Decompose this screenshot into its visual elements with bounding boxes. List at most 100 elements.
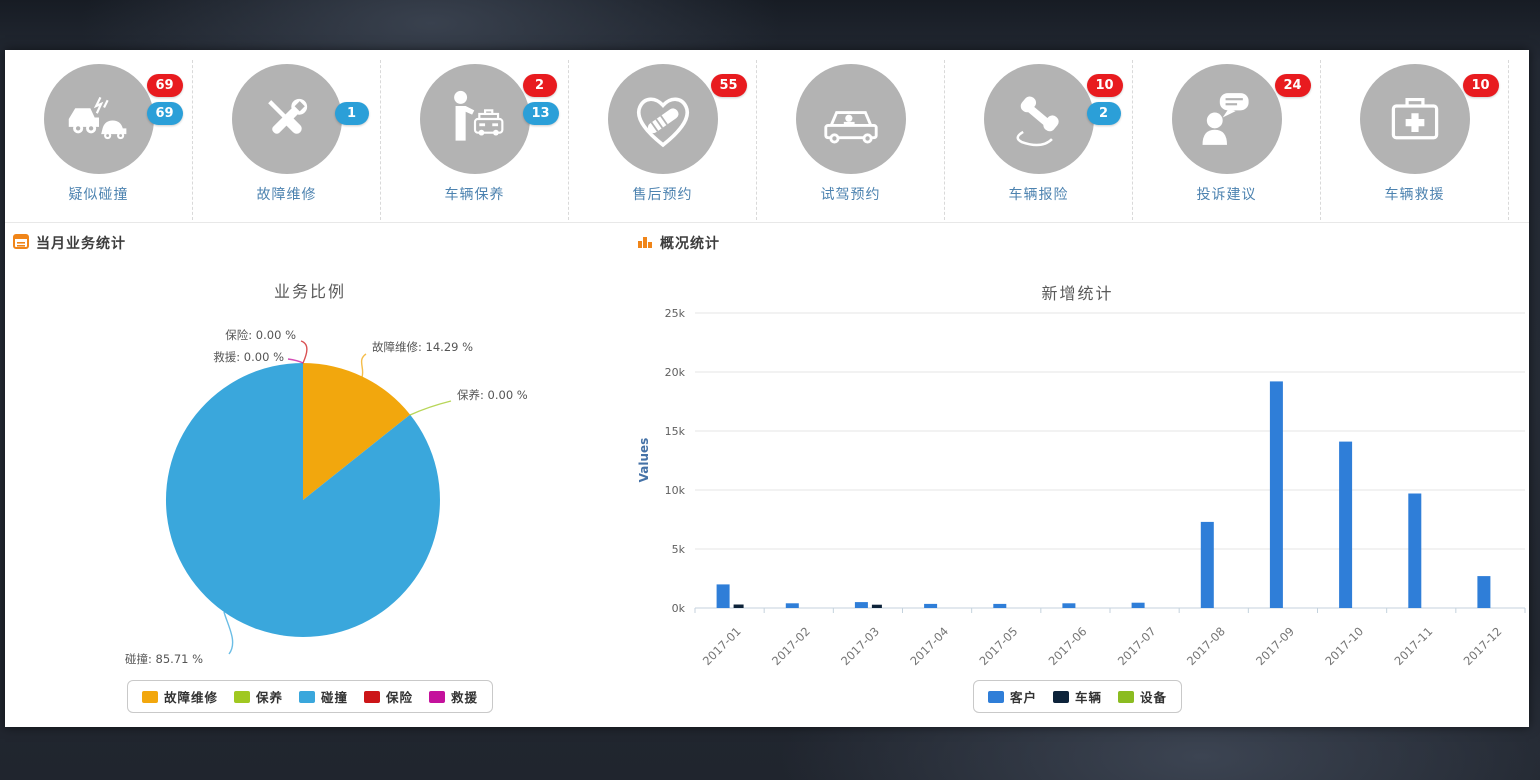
pie-data-label-故障维修: 故障维修: 14.29 % [372,340,473,354]
bar-客户-2017-11[interactable] [1408,493,1422,609]
legend-swatch [298,690,315,703]
shortcut-testdrive-appointment[interactable]: 试驾预约 [757,60,945,220]
shortcut-suspected-collision[interactable]: 69 69 疑似碰撞 [5,60,193,220]
aftersales-appointment-badge-red: 55 [710,74,747,97]
legend-item-故障维修[interactable]: 故障维修 [141,687,218,706]
shortcut-label: 疑似碰撞 [68,187,129,203]
legend-item-保险[interactable]: 保险 [364,687,413,706]
bar-客户-2017-02[interactable] [785,603,799,608]
shortcut-vehicle-insurance-report[interactable]: 10 2 车辆报险 [945,60,1133,220]
legend-label: 设备 [1140,690,1168,705]
suspected-collision-badge-red: 69 [146,74,183,97]
legend-label: 救援 [451,690,479,705]
bar-客户-2017-09[interactable] [1269,381,1283,608]
pie-data-label-保险: 保险: 0.00 % [225,328,296,342]
x-tick-label: 2017-07 [1115,624,1159,668]
legend-items: 客户 车辆 设备 [972,680,1183,713]
section-title: 当月业务统计 [36,236,126,252]
suspected-collision-badge-blue: 69 [146,102,183,125]
x-tick-label: 2017-10 [1322,624,1366,668]
x-tick-label: 2017-02 [769,624,813,668]
x-tick-label: 2017-08 [1184,624,1228,668]
legend-item-救援[interactable]: 救援 [429,687,478,706]
x-tick-label: 2017-12 [1461,624,1505,668]
pie-slice-碰撞[interactable] [165,362,440,637]
y-tick-label: 10k [665,484,686,497]
shortcut-label: 故障维修 [256,187,317,203]
legend-swatch [364,690,380,703]
legend-label: 保养 [255,690,283,705]
pie-chart-legend: 故障维修 保养 碰撞 保险 救援 [5,680,615,713]
vehicle-maintenance-badge-blue: 13 [522,102,559,125]
legend-swatch [429,690,446,703]
shortcut-complaints-suggestions[interactable]: 24 投诉建议 [1133,60,1321,220]
legend-item-车辆[interactable]: 车辆 [1052,687,1102,706]
shortcut-fault-repair[interactable]: 1 故障维修 [193,60,381,220]
shortcut-label: 车辆保养 [444,187,505,203]
bar-车辆-2017-01[interactable] [733,604,744,609]
calendar-icon [13,233,29,253]
x-tick-label: 2017-11 [1391,624,1435,668]
shortcut-aftersales-appointment[interactable]: 55 售后预约 [569,60,757,220]
y-tick-label: 5k [672,543,686,556]
legend-item-碰撞[interactable]: 碰撞 [298,687,348,706]
legend-label: 故障维修 [163,690,218,705]
pie-data-label-保养: 保养: 0.00 % [457,388,528,402]
y-tick-label: 25k [665,307,686,320]
legend-label: 车辆 [1074,690,1102,705]
shortcut-icon-row: 69 69 疑似碰撞 1 故障维修 2 13 车辆保养 55 售后预约 试驾预约 1… [5,60,1509,220]
pie-data-label-救援: 救援: 0.00 % [213,350,284,364]
legend-item-设备[interactable]: 设备 [1118,687,1167,706]
legend-label: 客户 [1009,690,1037,705]
shortcut-vehicle-rescue[interactable]: 10 车辆救援 [1321,60,1509,220]
vehicle-rescue-badge-red: 10 [1462,74,1499,97]
bar-客户-2017-10[interactable] [1339,441,1353,608]
bar-chart-icon [637,233,653,253]
person-speech-bubble-icon [1171,64,1282,174]
legend-label: 保险 [386,690,414,705]
y-axis-title: Values [637,438,651,483]
shortcut-label: 投诉建议 [1196,187,1257,203]
bar-客户-2017-03[interactable] [854,602,868,608]
pie-label-connector-故障维修 [360,353,367,378]
bar-客户-2017-06[interactable] [1062,603,1076,608]
fault-repair-badge-blue: 1 [334,102,369,125]
bar-客户-2017-04[interactable] [924,603,938,608]
phone-handset-icon [983,64,1094,174]
overview-stats-header: 概况统计 [637,233,720,253]
legend-swatch [141,690,158,703]
legend-item-保养[interactable]: 保养 [233,687,283,706]
x-tick-label: 2017-09 [1253,624,1297,668]
vehicle-maintenance-badge-red: 2 [522,74,557,97]
x-tick-label: 2017-06 [1046,624,1090,668]
bar-客户-2017-08[interactable] [1200,521,1214,608]
legend-item-客户[interactable]: 客户 [987,687,1037,706]
bar-车辆-2017-03[interactable] [871,604,882,608]
y-tick-label: 20k [665,366,686,379]
x-tick-label: 2017-04 [907,624,951,668]
legend-swatch [1052,690,1069,703]
y-tick-label: 0k [672,602,686,615]
car-driver-icon [795,64,906,174]
business-ratio-pie-chart: 故障维修: 14.29 % 保养: 0.00 % 碰撞: 85.71 % 保险: 0.… [125,328,528,666]
bar-客户-2017-05[interactable] [993,603,1007,608]
handshake-heart-icon [607,64,718,174]
pie-slice-故障维修[interactable] [303,363,411,500]
monthly-business-stats-header: 当月业务统计 [13,233,126,253]
legend-swatch [1118,690,1134,703]
x-tick-label: 2017-05 [976,624,1020,668]
legend-items: 故障维修 保养 碰撞 保险 救援 [126,680,494,713]
bar-客户-2017-01[interactable] [716,584,730,608]
bar-客户-2017-07[interactable] [1131,602,1145,608]
x-tick-label: 2017-03 [838,624,882,668]
bar-chart-legend: 客户 车辆 设备 [625,680,1530,713]
vehicle-insurance-report-badge-red: 10 [1086,74,1123,97]
complaints-suggestions-badge-red: 24 [1274,74,1311,97]
x-tick-label: 2017-01 [700,624,744,668]
legend-label: 碰撞 [320,690,348,705]
bar-客户-2017-12[interactable] [1477,576,1491,608]
wrench-screwdriver-icon [231,64,342,174]
section-title: 概况统计 [660,236,720,252]
vehicle-insurance-report-badge-blue: 2 [1086,102,1121,125]
shortcut-vehicle-maintenance[interactable]: 2 13 车辆保养 [381,60,569,220]
